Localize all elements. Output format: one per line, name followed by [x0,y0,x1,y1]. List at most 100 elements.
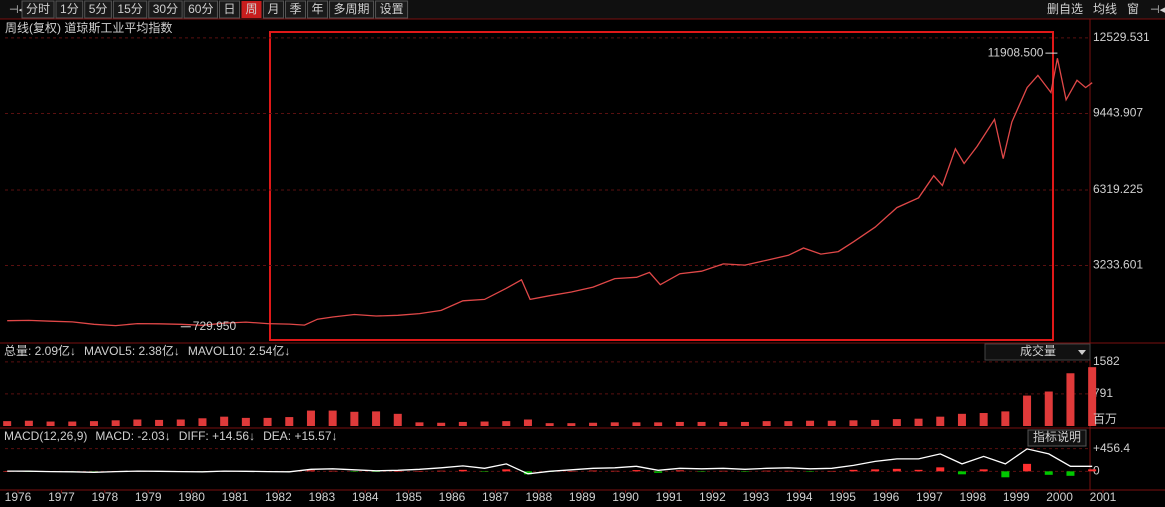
unit-label: 百万 [1093,412,1117,426]
bar [459,422,467,426]
toolbar-button-label[interactable]: 设置 [380,2,404,16]
y-tick-label: +456.4 [1093,441,1130,455]
annotation: 11908.500 [988,45,1044,59]
y-tick-label: 1582 [1093,354,1120,368]
bar [502,421,510,426]
toolbar-button-label[interactable]: 多周期 [334,2,370,16]
bar [415,422,423,426]
bar [958,414,966,426]
bar [632,470,640,471]
bar [632,422,640,426]
bar [871,420,879,426]
bar [394,471,402,472]
bar [567,471,575,472]
bar [1066,471,1074,475]
bar [394,414,402,426]
toolbar-button-label[interactable]: 季 [290,2,302,16]
bar [242,418,250,426]
panel-title: MACD(12,26,9) [4,429,87,443]
toolbar-button-label[interactable]: 分时 [26,2,50,16]
bar [415,471,423,472]
bar [654,422,662,426]
chart-title: 周线(复权) 道琼斯工业平均指数 [5,20,172,35]
bar [437,471,445,472]
bar [307,411,315,426]
bar [1088,469,1096,471]
toolbar-button-label[interactable]: 30分 [153,2,178,16]
bar [133,420,141,426]
bar [329,411,337,426]
bar [828,471,836,472]
bar [719,471,727,472]
bar [198,418,206,426]
bar [915,470,923,471]
button-label[interactable]: 指标说明 [1033,429,1081,444]
toolbar-button-label[interactable]: 均线 [1093,2,1117,16]
legend-entry: MACD: -2.03↓ [95,429,170,443]
annotation: 729.950 [193,319,237,333]
bar [893,469,901,471]
bar [1023,464,1031,471]
y-tick-label: 12529.531 [1093,30,1150,44]
bar [90,421,98,426]
bar [915,419,923,426]
bar [437,423,445,426]
bar [1001,471,1009,477]
bar [546,423,554,426]
close-icon[interactable]: ⊣◀ [1150,4,1165,16]
bar [307,470,315,471]
bar [698,471,706,472]
bar [980,469,988,471]
bar [654,471,662,472]
bar [806,421,814,426]
toolbar-button-label[interactable]: 日 [223,2,235,16]
toolbar-button-label[interactable]: 删自选 [1047,2,1083,16]
legend-entry: MAVOL10: 2.54亿↓ [188,343,291,358]
toolbar-button-label[interactable]: 1分 [60,2,79,16]
bar [698,422,706,426]
dropdown-label[interactable]: 成交量 [1020,343,1056,358]
bar [849,470,857,471]
bar [806,471,814,472]
y-tick-label: 9443.907 [1093,106,1143,120]
bar [329,471,337,472]
bar [763,471,771,472]
legend-entry: DEA: +15.57↓ [263,429,337,443]
bar [719,422,727,426]
bar [1001,411,1009,426]
toolbar-button-label[interactable]: 窗 [1127,2,1139,16]
bar [936,417,944,426]
bar [980,413,988,426]
bar [285,417,293,426]
bar [1066,373,1074,426]
bar [25,421,33,426]
toolbar-button-label[interactable]: 月 [268,2,280,16]
legend-entry: 总量: 2.09亿↓ [4,343,76,358]
toolbar-button-label[interactable]: 60分 [188,2,213,16]
bar [264,418,272,426]
bar [481,471,489,472]
bar [155,420,163,426]
bar [741,471,749,472]
bar [676,422,684,426]
legend-entry: DIFF: +14.56↓ [179,429,255,443]
toolbar-button-label[interactable]: 周 [245,2,257,16]
bar [459,470,467,471]
bar [502,469,510,471]
bar [524,420,532,426]
bar [372,411,380,426]
toolbar-button-label[interactable]: 年 [312,2,324,16]
bar [958,471,966,474]
bar [350,412,358,426]
toolbar-button-label[interactable]: 15分 [117,2,142,16]
bar [350,471,358,472]
bar [1045,392,1053,426]
toolbar-button-label[interactable]: 5分 [89,2,108,16]
legend-entry: MAVOL5: 2.38亿↓ [84,343,180,358]
bar [567,423,575,426]
bar [611,422,619,426]
bar [112,420,120,426]
bar [784,421,792,426]
